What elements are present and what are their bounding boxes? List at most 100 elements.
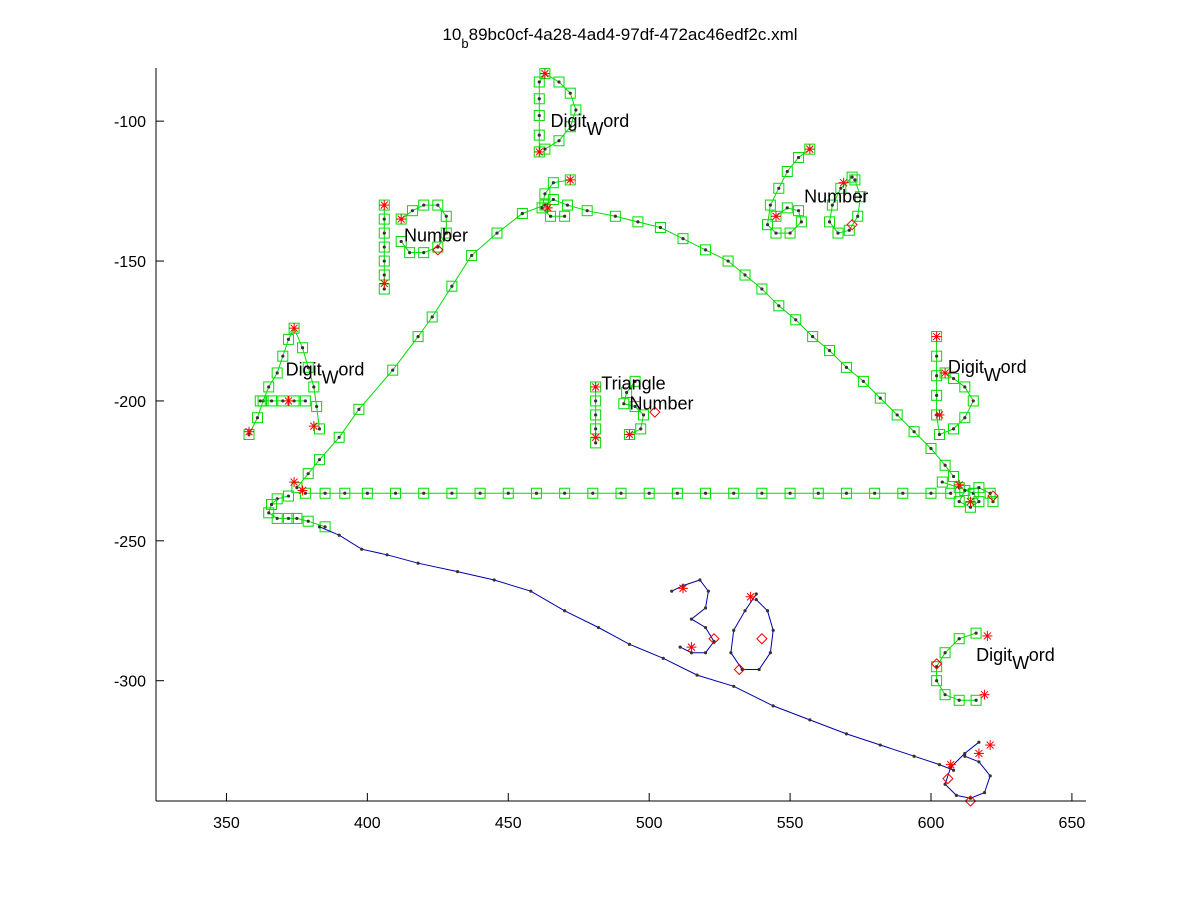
annotation-part: ord	[1029, 645, 1055, 665]
data-point	[703, 651, 708, 655]
data-point	[943, 651, 947, 655]
point-box	[308, 381, 320, 393]
star-marker	[934, 409, 945, 420]
point-box	[547, 193, 559, 205]
data-point	[732, 491, 736, 495]
data-point	[937, 432, 942, 437]
star-marker	[945, 759, 956, 770]
star-ray	[746, 592, 755, 601]
stroke-line	[400, 204, 447, 254]
point-box	[832, 227, 844, 239]
data-point	[317, 458, 322, 462]
star-marker	[686, 642, 697, 653]
x-tick-label: 650	[1059, 815, 1086, 832]
data-point	[422, 251, 426, 255]
star-ray	[245, 427, 253, 436]
data-point	[760, 287, 764, 291]
star-marker	[244, 426, 254, 437]
data-point	[317, 427, 322, 431]
data-point	[726, 259, 730, 263]
point-box	[795, 216, 807, 228]
point-box	[559, 210, 571, 222]
annotation-label-digitword-b: DigitWord	[948, 357, 1027, 385]
chart-title: 10b89bc0cf-4a28-4ad4-97df-472ac46edf2c.x…	[442, 25, 797, 51]
data-point	[963, 385, 967, 389]
data-point	[858, 195, 863, 199]
data-point	[416, 334, 420, 339]
point-box	[849, 174, 861, 186]
data-point	[360, 547, 364, 551]
data-point	[977, 760, 981, 764]
point-box	[953, 633, 965, 645]
diamond-marker	[930, 658, 943, 670]
data-point	[636, 220, 640, 224]
point-box	[970, 694, 982, 706]
diamond-marker	[964, 795, 977, 807]
data-point	[957, 500, 961, 504]
data-point	[853, 178, 857, 182]
star-marker	[590, 381, 601, 392]
point-box	[739, 269, 751, 281]
data-point	[568, 125, 572, 129]
star-ray	[591, 433, 600, 442]
data-point	[788, 491, 792, 495]
point-box	[559, 487, 571, 499]
data-point	[337, 435, 341, 439]
data-point	[678, 645, 682, 649]
stroke-letter-b	[931, 331, 979, 440]
data-point	[794, 318, 798, 322]
point-box	[812, 487, 824, 499]
y-tick-label: -150	[114, 254, 146, 271]
y-tick-label: -200	[114, 394, 146, 411]
point-box	[446, 487, 458, 499]
plot-area: NumberDigitWordNumberDigitWordTriangleNu…	[243, 68, 1055, 807]
stroke-line	[944, 741, 991, 799]
point-box	[764, 199, 776, 211]
diamond-marker	[432, 244, 444, 256]
point-box	[781, 202, 793, 214]
data-point	[658, 225, 663, 230]
point-box	[953, 694, 965, 706]
data-point	[641, 413, 646, 417]
data-point	[633, 404, 637, 409]
point-box	[618, 398, 630, 410]
point-box	[770, 227, 782, 239]
data-point	[777, 304, 781, 308]
x-tick-label: 550	[777, 815, 804, 832]
data-point	[765, 223, 770, 227]
data-point	[951, 427, 956, 431]
stroke-line	[296, 198, 954, 489]
marker-group	[244, 68, 999, 807]
data-point	[357, 407, 361, 411]
data-point	[873, 491, 877, 495]
data-point	[785, 206, 789, 210]
annotation-group: NumberDigitWordNumberDigitWordTriangleNu…	[286, 111, 1055, 673]
star-marker	[985, 740, 996, 751]
data-point	[732, 684, 736, 688]
data-point	[847, 228, 851, 232]
data-point	[963, 488, 967, 493]
y-tick-label: -100	[114, 114, 146, 131]
data-point	[771, 704, 775, 708]
data-point	[286, 494, 291, 498]
data-point	[977, 500, 981, 504]
star-marker	[771, 211, 781, 222]
data-point	[543, 192, 547, 196]
data-point	[410, 209, 415, 213]
point-box	[756, 487, 768, 499]
point-box	[840, 487, 852, 499]
annotation-part: W	[1012, 653, 1029, 673]
point-box	[263, 381, 275, 393]
point-box	[266, 395, 278, 407]
data-point	[836, 231, 840, 235]
stroke-letter-c	[931, 627, 982, 706]
star-marker	[965, 496, 976, 507]
point-box	[491, 227, 503, 239]
point-box	[282, 333, 294, 345]
data-point	[935, 679, 939, 683]
data-point	[563, 609, 567, 613]
star-marker	[283, 395, 294, 406]
data-point	[844, 365, 849, 369]
point-box	[291, 482, 303, 494]
point-box	[533, 110, 545, 122]
